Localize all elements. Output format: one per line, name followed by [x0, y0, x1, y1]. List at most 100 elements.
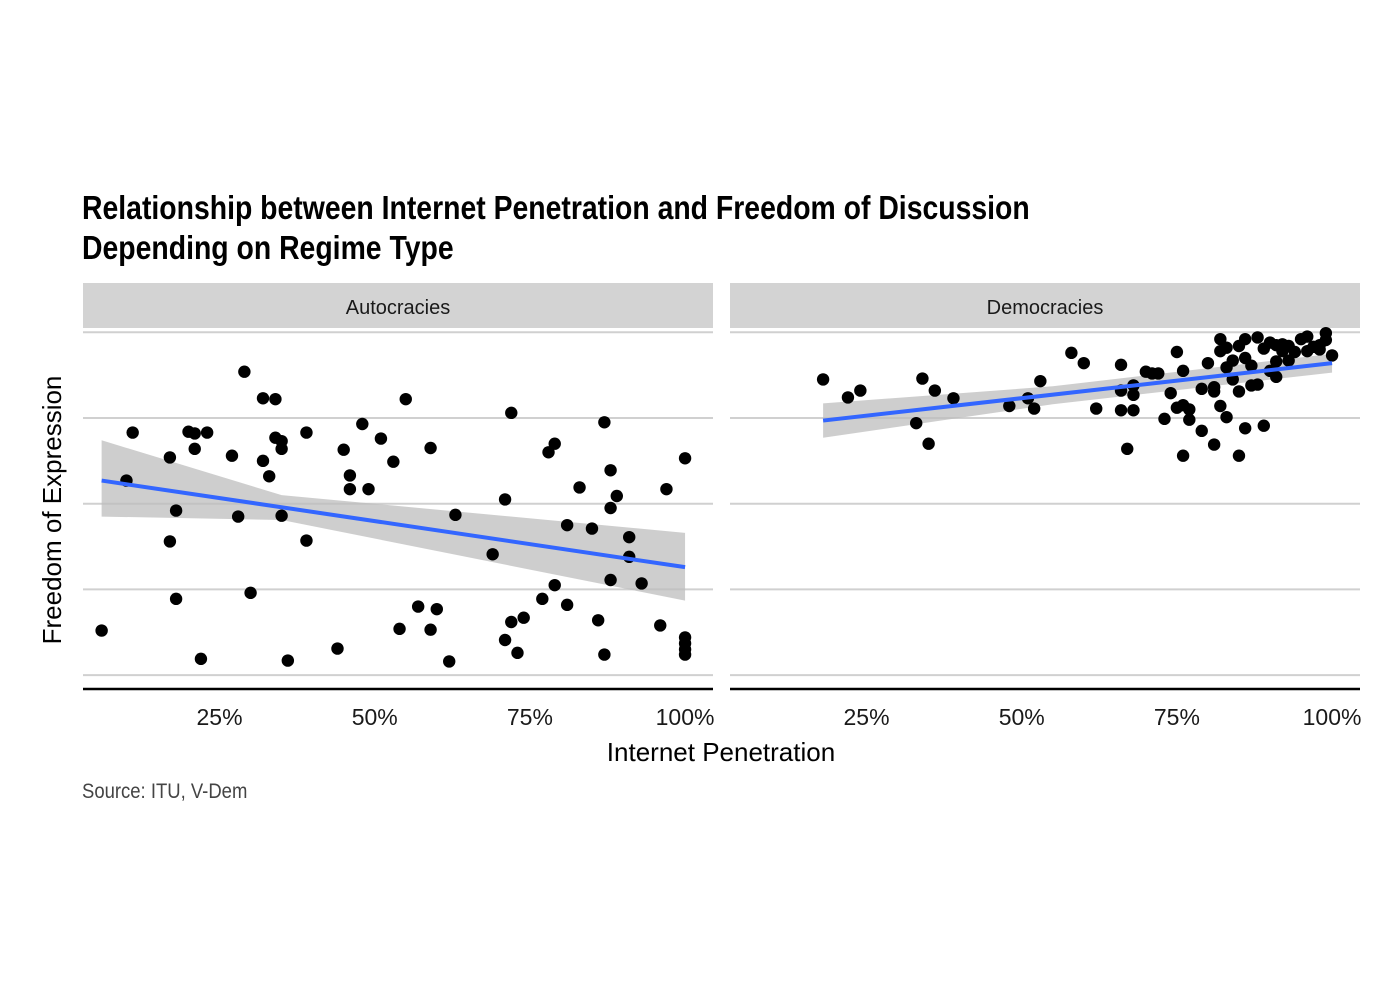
data-point: [244, 586, 257, 600]
data-point: [256, 454, 270, 468]
data-point: [1114, 358, 1128, 372]
panel-autocracies: Autocracies 25% 50% 75% 100%: [83, 283, 714, 730]
data-point: [163, 451, 177, 464]
data-point: [610, 489, 623, 503]
data-point: [188, 442, 201, 456]
data-point: [1207, 385, 1221, 398]
data-point: [947, 392, 960, 405]
data-point: [393, 622, 406, 636]
data-point: [585, 522, 599, 535]
trend-line: [101, 478, 686, 570]
data-point: [126, 426, 139, 439]
data-point: [922, 437, 935, 450]
data-point: [1164, 386, 1177, 400]
data-point: [1226, 354, 1239, 367]
data-point: [916, 372, 929, 385]
data-point: [238, 365, 251, 378]
data-point: [231, 510, 245, 523]
data-point: [1270, 355, 1283, 368]
data-point: [1195, 424, 1208, 438]
data-point: [430, 602, 443, 616]
data-point: [1214, 399, 1227, 413]
data-point: [269, 392, 282, 406]
data-point: [1027, 402, 1041, 415]
data-point: [275, 434, 288, 448]
data-point: [443, 655, 456, 668]
data-point: [511, 646, 524, 660]
x-tick-label: 100%: [656, 704, 715, 730]
data-point: [928, 384, 942, 397]
data-point: [194, 652, 208, 666]
data-point: [542, 446, 555, 459]
data-point: [1257, 419, 1270, 432]
data-point: [1195, 382, 1208, 396]
data-point: [225, 449, 239, 462]
data-point: [498, 633, 512, 647]
data-point: [1319, 333, 1333, 347]
data-point: [1238, 422, 1252, 435]
data-point: [1325, 349, 1339, 362]
data-point: [188, 427, 201, 440]
chart-title: Relationship between Internet Penetratio…: [82, 188, 1114, 268]
data-point: [1121, 442, 1134, 456]
data-point: [337, 443, 350, 456]
facet-strip-label: Democracies: [987, 297, 1104, 319]
data-point: [854, 384, 867, 397]
data-point: [1034, 374, 1047, 388]
data-point: [678, 452, 692, 465]
data-point: [275, 509, 288, 522]
data-point: [1176, 449, 1190, 462]
data-point: [1220, 410, 1233, 424]
x-tick-label: 75%: [507, 704, 553, 730]
data-point: [1245, 359, 1258, 372]
data-point: [1232, 449, 1246, 462]
data-point: [560, 598, 574, 612]
data-point: [548, 437, 561, 450]
source-caption: Source: ITU, V-Dem: [82, 780, 248, 803]
x-tick-label: 75%: [1154, 704, 1200, 730]
data-point: [678, 648, 692, 661]
data-point: [1214, 332, 1227, 346]
trend-line: [822, 361, 1333, 423]
x-tick-label: 100%: [1303, 704, 1362, 730]
data-point: [1090, 402, 1103, 415]
y-axis-title: Freedom of Expression: [37, 376, 67, 645]
x-tick-label: 50%: [999, 704, 1045, 730]
data-point: [399, 392, 412, 406]
data-point: [200, 426, 214, 439]
data-point: [1270, 370, 1283, 384]
data-point: [517, 611, 530, 624]
data-point: [573, 481, 586, 494]
chart-title-line-1: Relationship between Internet Penetratio…: [82, 189, 1030, 226]
data-point: [169, 592, 183, 606]
x-axis-title: Internet Penetration: [607, 737, 835, 767]
x-tick-label: 25%: [844, 704, 890, 730]
data-point: [300, 426, 313, 439]
data-point: [1183, 403, 1196, 416]
data-point: [505, 406, 518, 420]
data-point: [1127, 404, 1140, 417]
data-point: [1232, 385, 1246, 398]
data-point: [1003, 399, 1016, 413]
data-point: [411, 600, 425, 613]
data-point: [604, 501, 617, 515]
data-point: [1183, 413, 1196, 426]
data-point: [591, 614, 605, 627]
data-point: [1207, 438, 1221, 451]
data-point: [163, 535, 177, 548]
data-point: [486, 548, 499, 561]
data-point: [1282, 354, 1295, 367]
data-point: [536, 592, 549, 606]
data-point: [1251, 331, 1264, 344]
data-point: [1220, 341, 1233, 354]
x-tick-label: 50%: [352, 704, 398, 730]
data-point: [660, 482, 673, 496]
data-point: [331, 642, 344, 655]
data-point: [300, 534, 313, 547]
data-point: [362, 482, 375, 496]
panel-democracies: Democracies 25% 50% 75% 100%: [730, 283, 1361, 730]
data-point: [1288, 345, 1302, 359]
data-point: [1114, 404, 1128, 417]
data-point: [1201, 356, 1215, 370]
